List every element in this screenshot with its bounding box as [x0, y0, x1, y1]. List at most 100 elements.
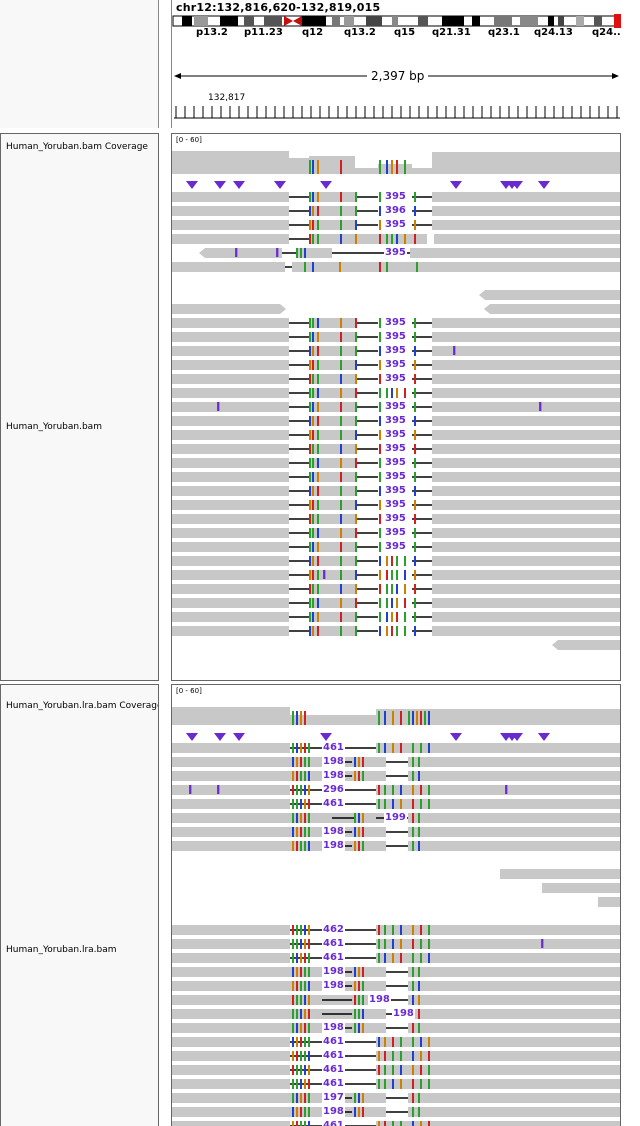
mismatch-base [354, 1023, 356, 1033]
read-segment [376, 1079, 620, 1089]
mismatch-base [414, 332, 416, 342]
mismatch-base [355, 542, 357, 552]
coverage-track-name[interactable]: Human_Yoruban.lra.bam Coverage [6, 701, 159, 711]
track2-names: Human_Yoruban.lra.bam Coverage Human_Yor… [0, 684, 159, 1126]
mismatch-base [355, 206, 357, 216]
mismatch-base [309, 542, 311, 552]
mismatch-base [292, 981, 294, 991]
mismatch-base [378, 1079, 380, 1089]
mismatch-base [404, 388, 406, 398]
deletion-size-label: 395 [384, 219, 407, 230]
mismatch-base [296, 743, 298, 753]
read-segment [172, 925, 290, 935]
mismatch-base [355, 234, 357, 244]
mismatch-base [312, 220, 314, 230]
insertion-I-icon[interactable]: I [504, 783, 509, 797]
band-label: q23.1 [488, 27, 520, 38]
ideogram-ruler[interactable] [172, 0, 621, 128]
band-label: q21.31 [432, 27, 471, 38]
read-segment [172, 1065, 290, 1075]
deletion-size-label: 461 [322, 938, 345, 949]
band-label: q24.. [592, 27, 621, 38]
mismatch-base [379, 612, 381, 622]
mismatch-base [312, 346, 314, 356]
mismatch-base [296, 995, 298, 1005]
read-segment [172, 953, 290, 963]
alignment-track-name[interactable]: Human_Yoruban.bam [6, 422, 102, 432]
mismatch-base [309, 318, 311, 328]
read-segment [172, 939, 290, 949]
track1-data[interactable]: [0 - 60] 395 396 395 395 I I 395 395 395 I 395 395 3… [171, 133, 621, 681]
mismatch-base [309, 234, 311, 244]
read-segment [172, 841, 386, 851]
read-segment [172, 813, 386, 823]
mismatch-base [317, 402, 319, 412]
mismatch-base [300, 995, 302, 1005]
deletion-size-label: 198 [392, 1008, 415, 1019]
alignment-track-name[interactable]: Human_Yoruban.lra.bam [6, 945, 117, 955]
read-segment [172, 234, 289, 244]
read-segment [172, 584, 289, 594]
insertion-I-icon[interactable]: I [188, 783, 193, 797]
read-segment [172, 374, 289, 384]
insertion-I-icon[interactable]: I [322, 568, 327, 582]
mismatch-base [379, 598, 381, 608]
read-segment [552, 626, 620, 636]
read-segment [172, 430, 289, 440]
insertion-I-icon[interactable]: I [216, 783, 221, 797]
mismatch-base [317, 234, 319, 244]
mismatch-base [400, 1065, 402, 1075]
coverage-bar [412, 168, 432, 174]
mismatch-base [414, 472, 416, 482]
read-segment [432, 402, 620, 412]
read-segment [309, 402, 355, 412]
insertion-I-icon[interactable]: I [275, 246, 280, 260]
coverage-bar [309, 156, 355, 174]
mismatch-base [355, 472, 357, 482]
mismatch-base [340, 374, 342, 384]
mismatch-base [340, 416, 342, 426]
band-label: p13.2 [196, 27, 228, 38]
track2-data[interactable]: [0 - 60] 461 198 198 296 I I I 461 199 198 198 462 4… [171, 684, 621, 1126]
read-segment [172, 220, 289, 230]
insertion-marker-icon [450, 181, 462, 189]
insertion-I-icon[interactable]: I [538, 400, 543, 414]
mismatch-base [292, 785, 294, 795]
coverage-variant-bar [428, 711, 430, 725]
read-segment [598, 897, 620, 907]
mismatch-base [414, 514, 416, 524]
read-segment [172, 626, 289, 636]
read-segment [172, 444, 289, 454]
mismatch-base [355, 388, 357, 398]
coverage-variant-bar [292, 711, 294, 725]
coverage-track-name[interactable]: Human_Yoruban.bam Coverage [6, 142, 148, 152]
mismatch-base [312, 360, 314, 370]
mismatch-base [358, 1107, 360, 1117]
mismatch-base [428, 1051, 430, 1061]
mismatch-base [340, 402, 342, 412]
insertion-I-icon[interactable]: I [234, 246, 239, 260]
mismatch-base [391, 570, 393, 580]
insertion-I-icon[interactable]: I [540, 937, 545, 951]
insertion-I-icon[interactable]: I [216, 400, 221, 414]
mismatch-base [308, 925, 310, 935]
mismatch-base [308, 967, 310, 977]
alignment-reads [172, 743, 620, 1126]
insertion-I-icon[interactable]: I [452, 344, 457, 358]
mismatch-base [340, 430, 342, 440]
mismatch-base [386, 262, 388, 272]
mismatch-base [412, 1037, 414, 1047]
mismatch-base [308, 939, 310, 949]
mismatch-base [392, 785, 394, 795]
mismatch-base [292, 1065, 294, 1075]
deletion-size-label: 395 [384, 373, 407, 384]
mismatch-base [412, 743, 414, 753]
mismatch-base [379, 360, 381, 370]
mismatch-base [300, 1037, 302, 1047]
mismatch-base [412, 1107, 414, 1117]
mismatch-base [428, 1079, 430, 1089]
mismatch-base [392, 1121, 394, 1126]
mismatch-base [386, 234, 388, 244]
mismatch-base [304, 981, 306, 991]
read-segment [309, 542, 355, 552]
